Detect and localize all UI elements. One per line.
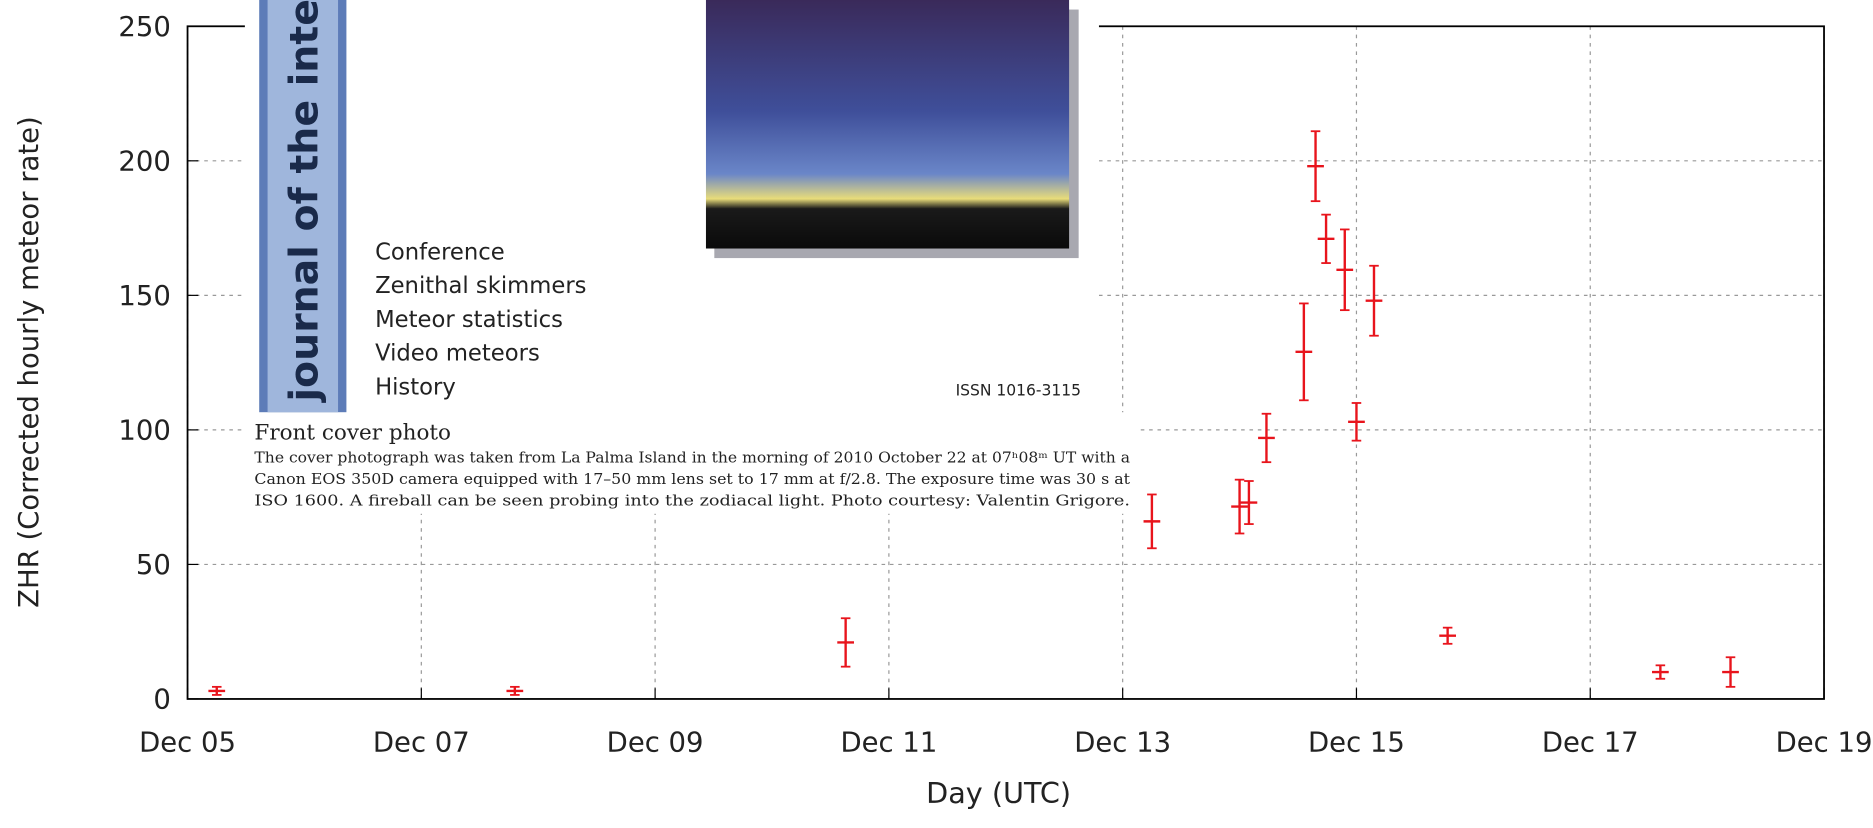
error-point <box>1439 626 1456 645</box>
y-tick-label: 100 <box>118 415 170 446</box>
contents-item: Video meteors <box>375 341 540 367</box>
error-point <box>837 617 855 668</box>
error-point <box>1231 478 1248 535</box>
error-point <box>1336 228 1354 312</box>
error-point <box>1143 493 1161 550</box>
error-point <box>1722 656 1739 688</box>
issn: ISSN 1016-3115 <box>956 381 1081 399</box>
contents-item: History <box>375 375 456 401</box>
y-axis-label: ZHR (Corrected hourly meteor rate) <box>14 116 45 608</box>
x-tick-label: Dec 11 <box>840 728 937 759</box>
y-tick-label: 150 <box>118 281 170 312</box>
caption-line: The cover photograph was taken from La P… <box>254 449 1130 466</box>
x-tick-label: Dec 07 <box>373 728 470 759</box>
contents-item: Zenithal skimmers <box>375 273 586 299</box>
x-tick-label: Dec 15 <box>1308 728 1405 759</box>
x-tick-label: Dec 09 <box>607 728 704 759</box>
plot-area: 0 50 100 150 200 250 Dec 05 Dec 07 Dec 09 Dec 11 D… <box>118 12 1872 759</box>
caption-line: ISO 1600. A fireball can be seen probing… <box>254 492 1130 509</box>
error-point <box>1652 664 1669 680</box>
spine-title: journal of the interr <box>282 0 328 403</box>
y-tick-label: 0 <box>153 685 170 716</box>
x-tick-label: Dec 13 <box>1074 728 1171 759</box>
cover-overlay: journal of the interr ISSN 1016-3115 Fro… <box>244 0 1138 514</box>
error-point <box>1317 213 1335 264</box>
contents-item: Meteor statistics <box>375 307 563 333</box>
spine-inner <box>267 0 339 413</box>
cover-photo <box>705 0 1070 249</box>
error-point <box>1307 130 1324 203</box>
contents-item: Conference <box>375 239 505 265</box>
caption-title: Front cover photo <box>254 421 451 446</box>
x-axis-label: Day (UTC) <box>926 776 1071 810</box>
x-tick-label: Dec 05 <box>139 728 236 759</box>
error-point <box>1295 302 1313 402</box>
caption-line: Canon EOS 350D camera equipped with 17–5… <box>254 471 1130 488</box>
x-tick-label: Dec 17 <box>1542 728 1639 759</box>
y-tick-label: 200 <box>118 146 170 177</box>
error-point <box>1240 480 1258 525</box>
error-point <box>1365 264 1383 337</box>
error-point <box>1348 402 1365 442</box>
error-point <box>208 685 226 696</box>
error-point <box>1258 412 1275 464</box>
x-tick-label: Dec 19 <box>1776 728 1873 759</box>
error-point <box>506 685 524 696</box>
y-tick-label: 50 <box>136 550 171 581</box>
y-tick-label: 250 <box>118 12 170 43</box>
